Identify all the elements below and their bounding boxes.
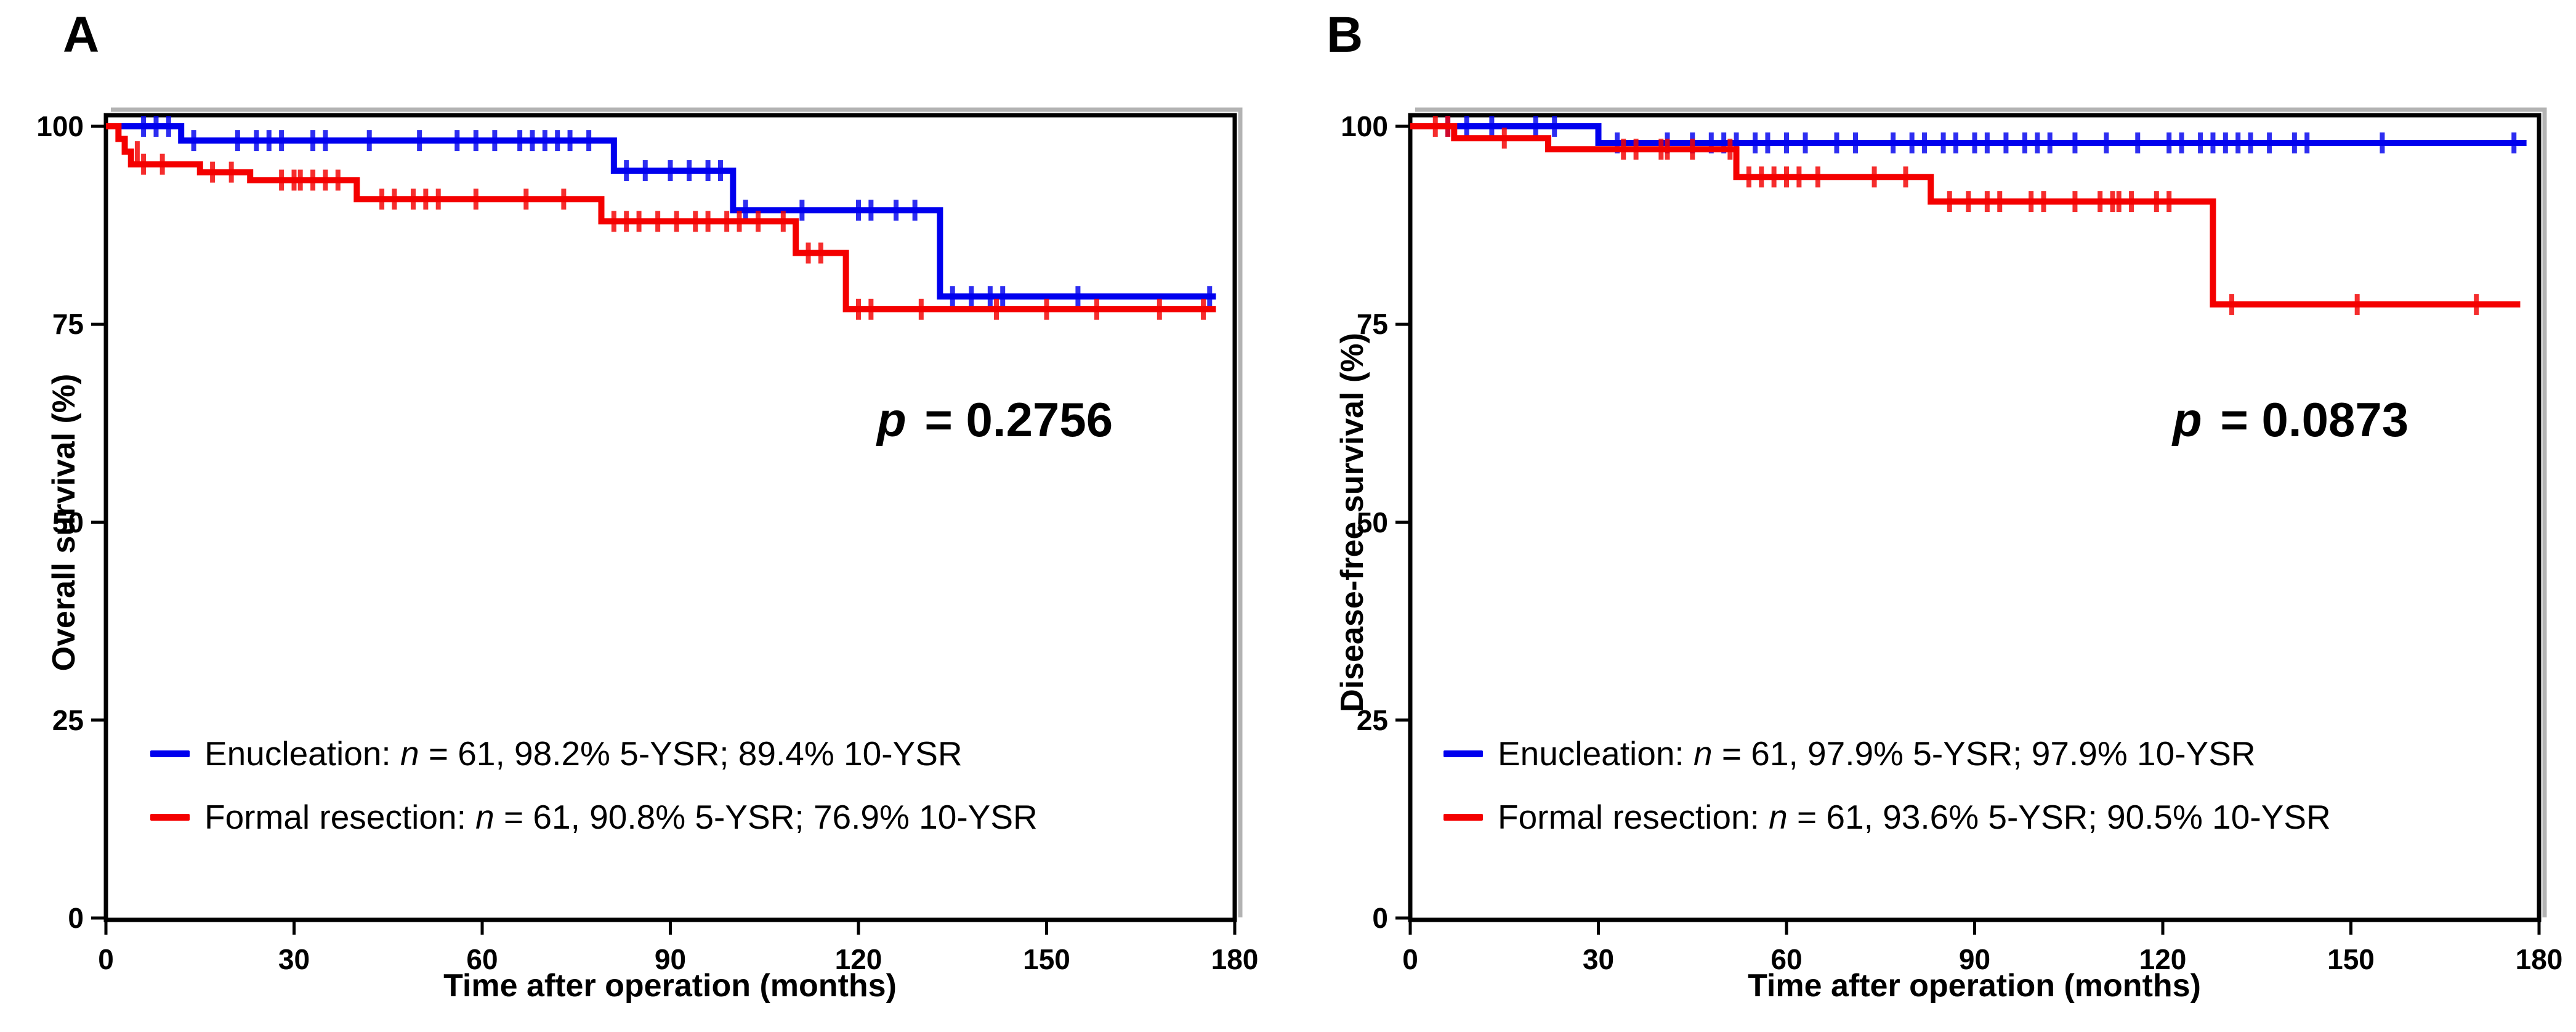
legend-label-rest: = 61, 97.9% 5-YSR; 97.9% 10-YSR [1712,734,2256,773]
y-tick-label: 100 [1341,110,1388,142]
y-tick-label: 25 [52,704,84,736]
y-tick-label: 0 [68,902,84,934]
panel-a-p-value: p = 0.2756 [877,396,1113,444]
x-tick-label: 180 [1211,943,1259,975]
legend-item-enucleation: Enucleation: n = 61, 98.2% 5-YSR; 89.4% … [150,734,1038,773]
panel-a-x-axis-title: Time after operation (months) [443,968,897,1004]
panel-b-legend: Enucleation: n = 61, 97.9% 5-YSR; 97.9% … [1443,734,2331,837]
enucleation-survival-curve [1410,123,2527,146]
y-tick-label: 25 [1356,704,1388,736]
enucleation-survival-curve [106,123,1216,300]
panel-b-p-value: p = 0.0873 [2173,396,2408,444]
panel-a-legend: Enucleation: n = 61, 98.2% 5-YSR; 89.4% … [150,734,1038,837]
legend-label-rest: = 61, 98.2% 5-YSR; 89.4% 10-YSR [419,734,963,773]
formal-resection-line-swatch [150,814,190,821]
y-tick-label: 100 [36,110,84,142]
p-value-text: = 0.0873 [2207,392,2409,447]
formal-resection-line-swatch [1443,814,1483,821]
legend-n-symbol: n [475,798,495,837]
enucleation-line-swatch [1443,750,1483,758]
y-tick-label: 0 [1372,902,1388,934]
panel-b-x-axis-title: Time after operation (months) [1748,968,2201,1004]
y-tick-label: 50 [1356,506,1388,538]
legend-label: Enucleation: n = 61, 97.9% 5-YSR; 97.9% … [1498,734,2256,773]
x-tick-label: 0 [1402,943,1418,975]
x-tick-label: 90 [1958,943,1991,975]
legend-label: Formal resection: n = 61, 93.6% 5-YSR; 9… [1498,798,2331,837]
x-tick-label: 150 [1023,943,1070,975]
plot-frame-shadow [1415,107,2547,917]
x-tick-label: 0 [98,943,114,975]
legend-label-prefix: Enucleation: [1498,734,1694,773]
x-tick-label: 30 [278,943,310,975]
x-tick-label: 60 [1770,943,1803,975]
x-tick-label: 120 [2139,943,2187,975]
legend-label-prefix: Enucleation: [204,734,400,773]
legend-label-rest: = 61, 93.6% 5-YSR; 90.5% 10-YSR [1787,798,2331,837]
legend-label-prefix: Formal resection: [204,798,476,837]
y-tick-label: 75 [52,308,84,341]
x-tick-label: 90 [654,943,687,975]
legend-label: Formal resection: n = 61, 90.8% 5-YSR; 7… [204,798,1038,837]
x-tick-label: 30 [1582,943,1615,975]
x-tick-label: 150 [2327,943,2375,975]
enucleation-line-swatch [150,750,190,758]
legend-item-formal-resection: Formal resection: n = 61, 90.8% 5-YSR; 7… [150,798,1038,837]
y-tick-label: 75 [1356,308,1388,341]
formal-resection-survival-curve [1410,123,2521,308]
legend-n-symbol: n [1769,798,1788,837]
plot-frame-shadow [111,107,1243,917]
p-symbol: p [2173,392,2202,447]
legend-n-symbol: n [400,734,419,773]
panel-b-label: B [1326,7,1363,63]
legend-label-rest: = 61, 90.8% 5-YSR; 76.9% 10-YSR [494,798,1038,837]
panel-a-label: A [63,7,100,63]
legend-item-enucleation: Enucleation: n = 61, 97.9% 5-YSR; 97.9% … [1443,734,2331,773]
formal-resection-survival-curve [106,123,1216,312]
x-tick-label: 120 [834,943,882,975]
x-tick-label: 60 [466,943,498,975]
x-tick-label: 180 [2515,943,2563,975]
legend-label-prefix: Formal resection: [1498,798,1769,837]
p-value-text: = 0.2756 [911,392,1113,447]
y-tick-label: 50 [52,506,84,538]
p-symbol: p [877,392,906,447]
legend-label: Enucleation: n = 61, 98.2% 5-YSR; 89.4% … [204,734,963,773]
legend-n-symbol: n [1694,734,1713,773]
legend-item-formal-resection: Formal resection: n = 61, 93.6% 5-YSR; 9… [1443,798,2331,837]
